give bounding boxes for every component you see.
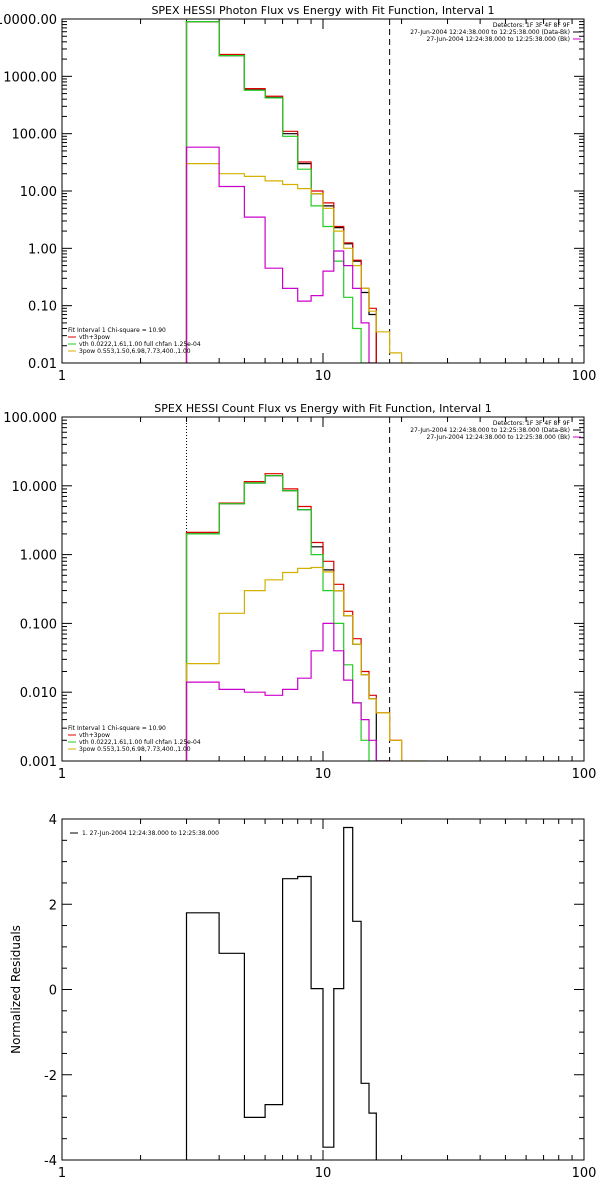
fit-info-text: Fit Interval 1 Chi-square = 10.90: [68, 327, 166, 334]
legend-entry: 1. 27-Jun-2004 12:24:38.000 to 12:25:38.…: [82, 830, 219, 837]
chart-panel-3: Normalized Residuals 1 10 100 -4 -2 0 2 4 1. 27-J…: [9, 813, 596, 1181]
y-tick-label: 0.01: [28, 357, 57, 372]
plot-frame: [61, 416, 585, 762]
chart-panel-2: SPEX HESSI Count Flux vs Energy with Fit…: [3, 402, 596, 782]
y-tick-label: 2: [49, 898, 57, 913]
y-tick-label: 1000.00: [3, 70, 57, 85]
y-tick-label: 0.100: [20, 617, 57, 632]
chart-title: SPEX HESSI Count Flux vs Energy with Fit…: [154, 402, 491, 415]
series-line-5: [185, 146, 377, 363]
legend-top-entry: 27-Jun-2004 12:24:38.000 to 12:25:38.000…: [427, 434, 570, 441]
x-tick-label: 1: [58, 767, 66, 782]
x-tick-label: 1: [58, 1166, 66, 1181]
chart-title: SPEX HESSI Photon Flux vs Energy with Fi…: [151, 4, 494, 17]
x-tick-label: 10: [315, 369, 332, 384]
chart-panel-1: SPEX HESSI Photon Flux vs Energy with Fi…: [0, 4, 596, 384]
fit-info-text: Fit Interval 1 Chi-square = 10.90: [68, 725, 166, 732]
legend-bottom-entry: vth+3pow: [79, 732, 110, 739]
series-line-3: [185, 21, 377, 363]
series-line-2: [185, 21, 377, 363]
series-line-2: [185, 473, 403, 761]
y-tick-label: 4: [49, 813, 57, 828]
y-tick-label: 10000.00: [0, 13, 57, 28]
y-tick-label: 0.010: [20, 686, 57, 701]
series-line-3: [185, 475, 377, 761]
series-line-4: [185, 566, 427, 761]
x-tick-label: 100: [572, 767, 597, 782]
y-tick-label: 10.000: [12, 480, 58, 495]
legend-top-entry: 27-Jun-2004 12:24:38.000 to 12:25:38.000…: [410, 427, 570, 434]
series-line-1: [185, 21, 377, 363]
x-tick-label: 10: [315, 1166, 332, 1181]
y-tick-label: -2: [44, 1069, 57, 1084]
series-line-5: [185, 622, 390, 761]
y-tick-label: 100.00: [12, 128, 58, 143]
y-tick-label: 100.000: [3, 411, 57, 426]
x-tick-label: 100: [572, 1166, 597, 1181]
legend-bottom-entry: vth+3pow: [79, 334, 110, 341]
legend-top-entry: 27-Jun-2004 12:24:38.000 to 12:25:38.000…: [410, 29, 570, 36]
y-tick-label: 0: [49, 984, 57, 999]
plot-frame: [61, 18, 585, 364]
legend-bottom-entry: vth 0.0222,1.61,1.00 full chfan 1.25e-04: [79, 341, 201, 348]
y-tick-label: -4: [44, 1154, 57, 1169]
legend-top-entry: Detectors: 1F 3F 4F 8F 9F: [493, 22, 571, 29]
series-line-1: [185, 475, 390, 761]
x-tick-label: 100: [572, 369, 597, 384]
y-axis-label: Normalized Residuals: [9, 925, 23, 1054]
legend-bottom-entry: 3pow 0.553,1.50,6.98,7.73,400.,1.00: [79, 348, 191, 355]
y-tick-label: 1.000: [20, 549, 57, 564]
legend-bottom-entry: vth 0.0222,1.61,1.00 full chfan 1.25e-04: [79, 739, 201, 746]
plot-frame: [61, 818, 585, 1161]
series-line-1: [185, 826, 377, 1160]
y-tick-label: 1.00: [28, 242, 57, 257]
legend-top-entry: 27-Jun-2004 12:24:38.000 to 12:25:38.000…: [427, 36, 570, 43]
legend-bottom-entry: 3pow 0.553,1.50,6.98,7.73,400.,1.00: [79, 746, 191, 753]
y-tick-label: 0.10: [28, 300, 57, 315]
x-tick-label: 10: [315, 767, 332, 782]
y-tick-label: 10.00: [20, 185, 57, 200]
series-line-4: [185, 163, 413, 363]
legend-top-entry: Detectors: 1F 3F 4F 8F 9F: [493, 420, 571, 427]
x-tick-label: 1: [58, 369, 66, 384]
y-tick-label: 0.001: [20, 755, 57, 770]
